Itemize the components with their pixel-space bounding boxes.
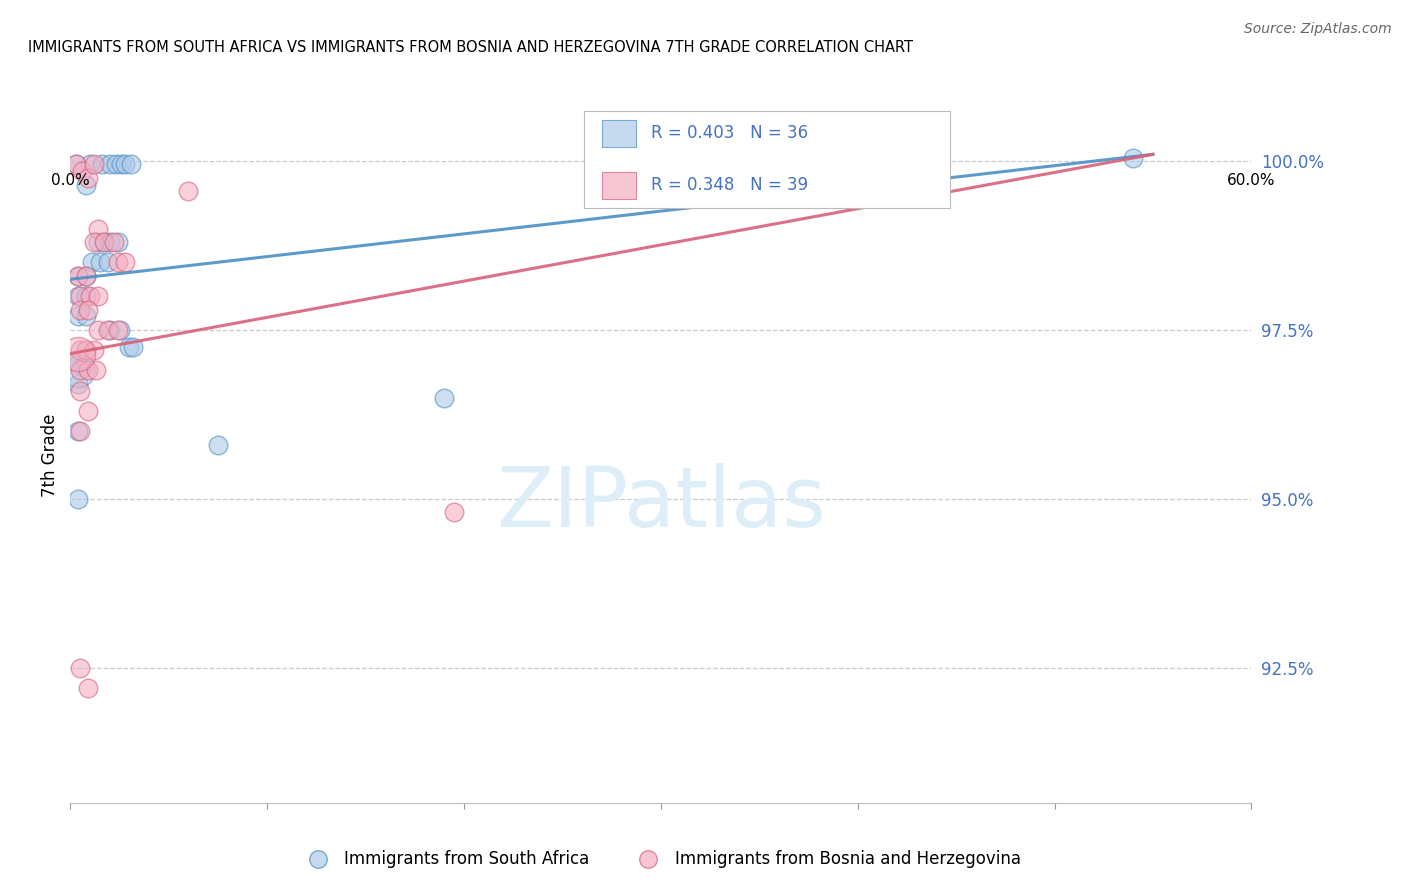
Point — [107, 323, 129, 337]
Text: R = 0.403   N = 36: R = 0.403 N = 36 — [651, 124, 808, 142]
Point — [69, 661, 91, 675]
Point — [122, 340, 145, 354]
Point — [207, 438, 229, 452]
Point — [69, 289, 91, 303]
Point — [93, 235, 115, 249]
Point — [87, 221, 110, 235]
Point — [75, 289, 97, 303]
Point — [67, 289, 90, 303]
Text: R = 0.348   N = 39: R = 0.348 N = 39 — [651, 177, 808, 194]
Point — [98, 235, 121, 249]
Point — [108, 323, 131, 337]
Point — [83, 157, 105, 171]
Point — [443, 505, 465, 519]
Point — [77, 302, 100, 317]
Point — [73, 357, 96, 371]
Point — [84, 363, 107, 377]
Text: 60.0%: 60.0% — [1227, 173, 1275, 188]
Point — [107, 235, 129, 249]
Point — [67, 268, 90, 283]
Point — [87, 323, 110, 337]
Point — [67, 357, 90, 371]
Text: Source: ZipAtlas.com: Source: ZipAtlas.com — [1244, 22, 1392, 37]
Point — [77, 681, 100, 695]
Point — [70, 164, 93, 178]
Point — [65, 157, 87, 171]
Point — [93, 235, 115, 249]
Point — [75, 178, 97, 192]
Point — [177, 185, 200, 199]
Point — [83, 343, 105, 358]
Point — [98, 157, 121, 171]
FancyBboxPatch shape — [583, 111, 950, 208]
Text: IMMIGRANTS FROM SOUTH AFRICA VS IMMIGRANTS FROM BOSNIA AND HERZEGOVINA 7TH GRADE: IMMIGRANTS FROM SOUTH AFRICA VS IMMIGRAN… — [28, 40, 912, 55]
Legend: Immigrants from South Africa, Immigrants from Bosnia and Herzegovina: Immigrants from South Africa, Immigrants… — [294, 843, 1028, 874]
Point — [65, 157, 87, 171]
Point — [75, 268, 97, 283]
Point — [89, 255, 111, 269]
Text: 0.0%: 0.0% — [51, 173, 90, 188]
Point — [67, 491, 90, 506]
Point — [110, 157, 132, 171]
Point — [90, 157, 112, 171]
Point — [77, 363, 100, 377]
Point — [107, 255, 129, 269]
Point — [75, 310, 97, 324]
FancyBboxPatch shape — [602, 120, 636, 146]
Point — [67, 363, 90, 377]
Point — [69, 343, 91, 358]
Point — [87, 289, 110, 303]
Point — [114, 255, 136, 269]
Point — [98, 323, 121, 337]
Point — [69, 384, 91, 398]
Point — [69, 302, 91, 317]
Text: ZIPatlas: ZIPatlas — [496, 463, 825, 544]
Y-axis label: 7th Grade: 7th Grade — [41, 413, 59, 497]
Point — [80, 255, 103, 269]
Point — [79, 289, 101, 303]
Point — [77, 404, 100, 418]
Point — [1122, 151, 1144, 165]
Point — [104, 157, 127, 171]
Point — [103, 235, 125, 249]
Point — [67, 424, 90, 438]
Point — [69, 424, 91, 438]
Point — [67, 268, 90, 283]
Point — [67, 310, 90, 324]
Point — [67, 376, 90, 391]
Point — [87, 235, 110, 249]
Point — [118, 340, 141, 354]
Point — [114, 157, 136, 171]
FancyBboxPatch shape — [602, 172, 636, 199]
Point — [120, 157, 142, 171]
Point — [433, 391, 456, 405]
Point — [67, 346, 90, 360]
Point — [79, 157, 101, 171]
Point — [75, 343, 97, 358]
Point — [69, 363, 91, 377]
Point — [83, 235, 105, 249]
Point — [77, 171, 100, 186]
Point — [75, 268, 97, 283]
Point — [97, 255, 120, 269]
Point — [97, 323, 120, 337]
